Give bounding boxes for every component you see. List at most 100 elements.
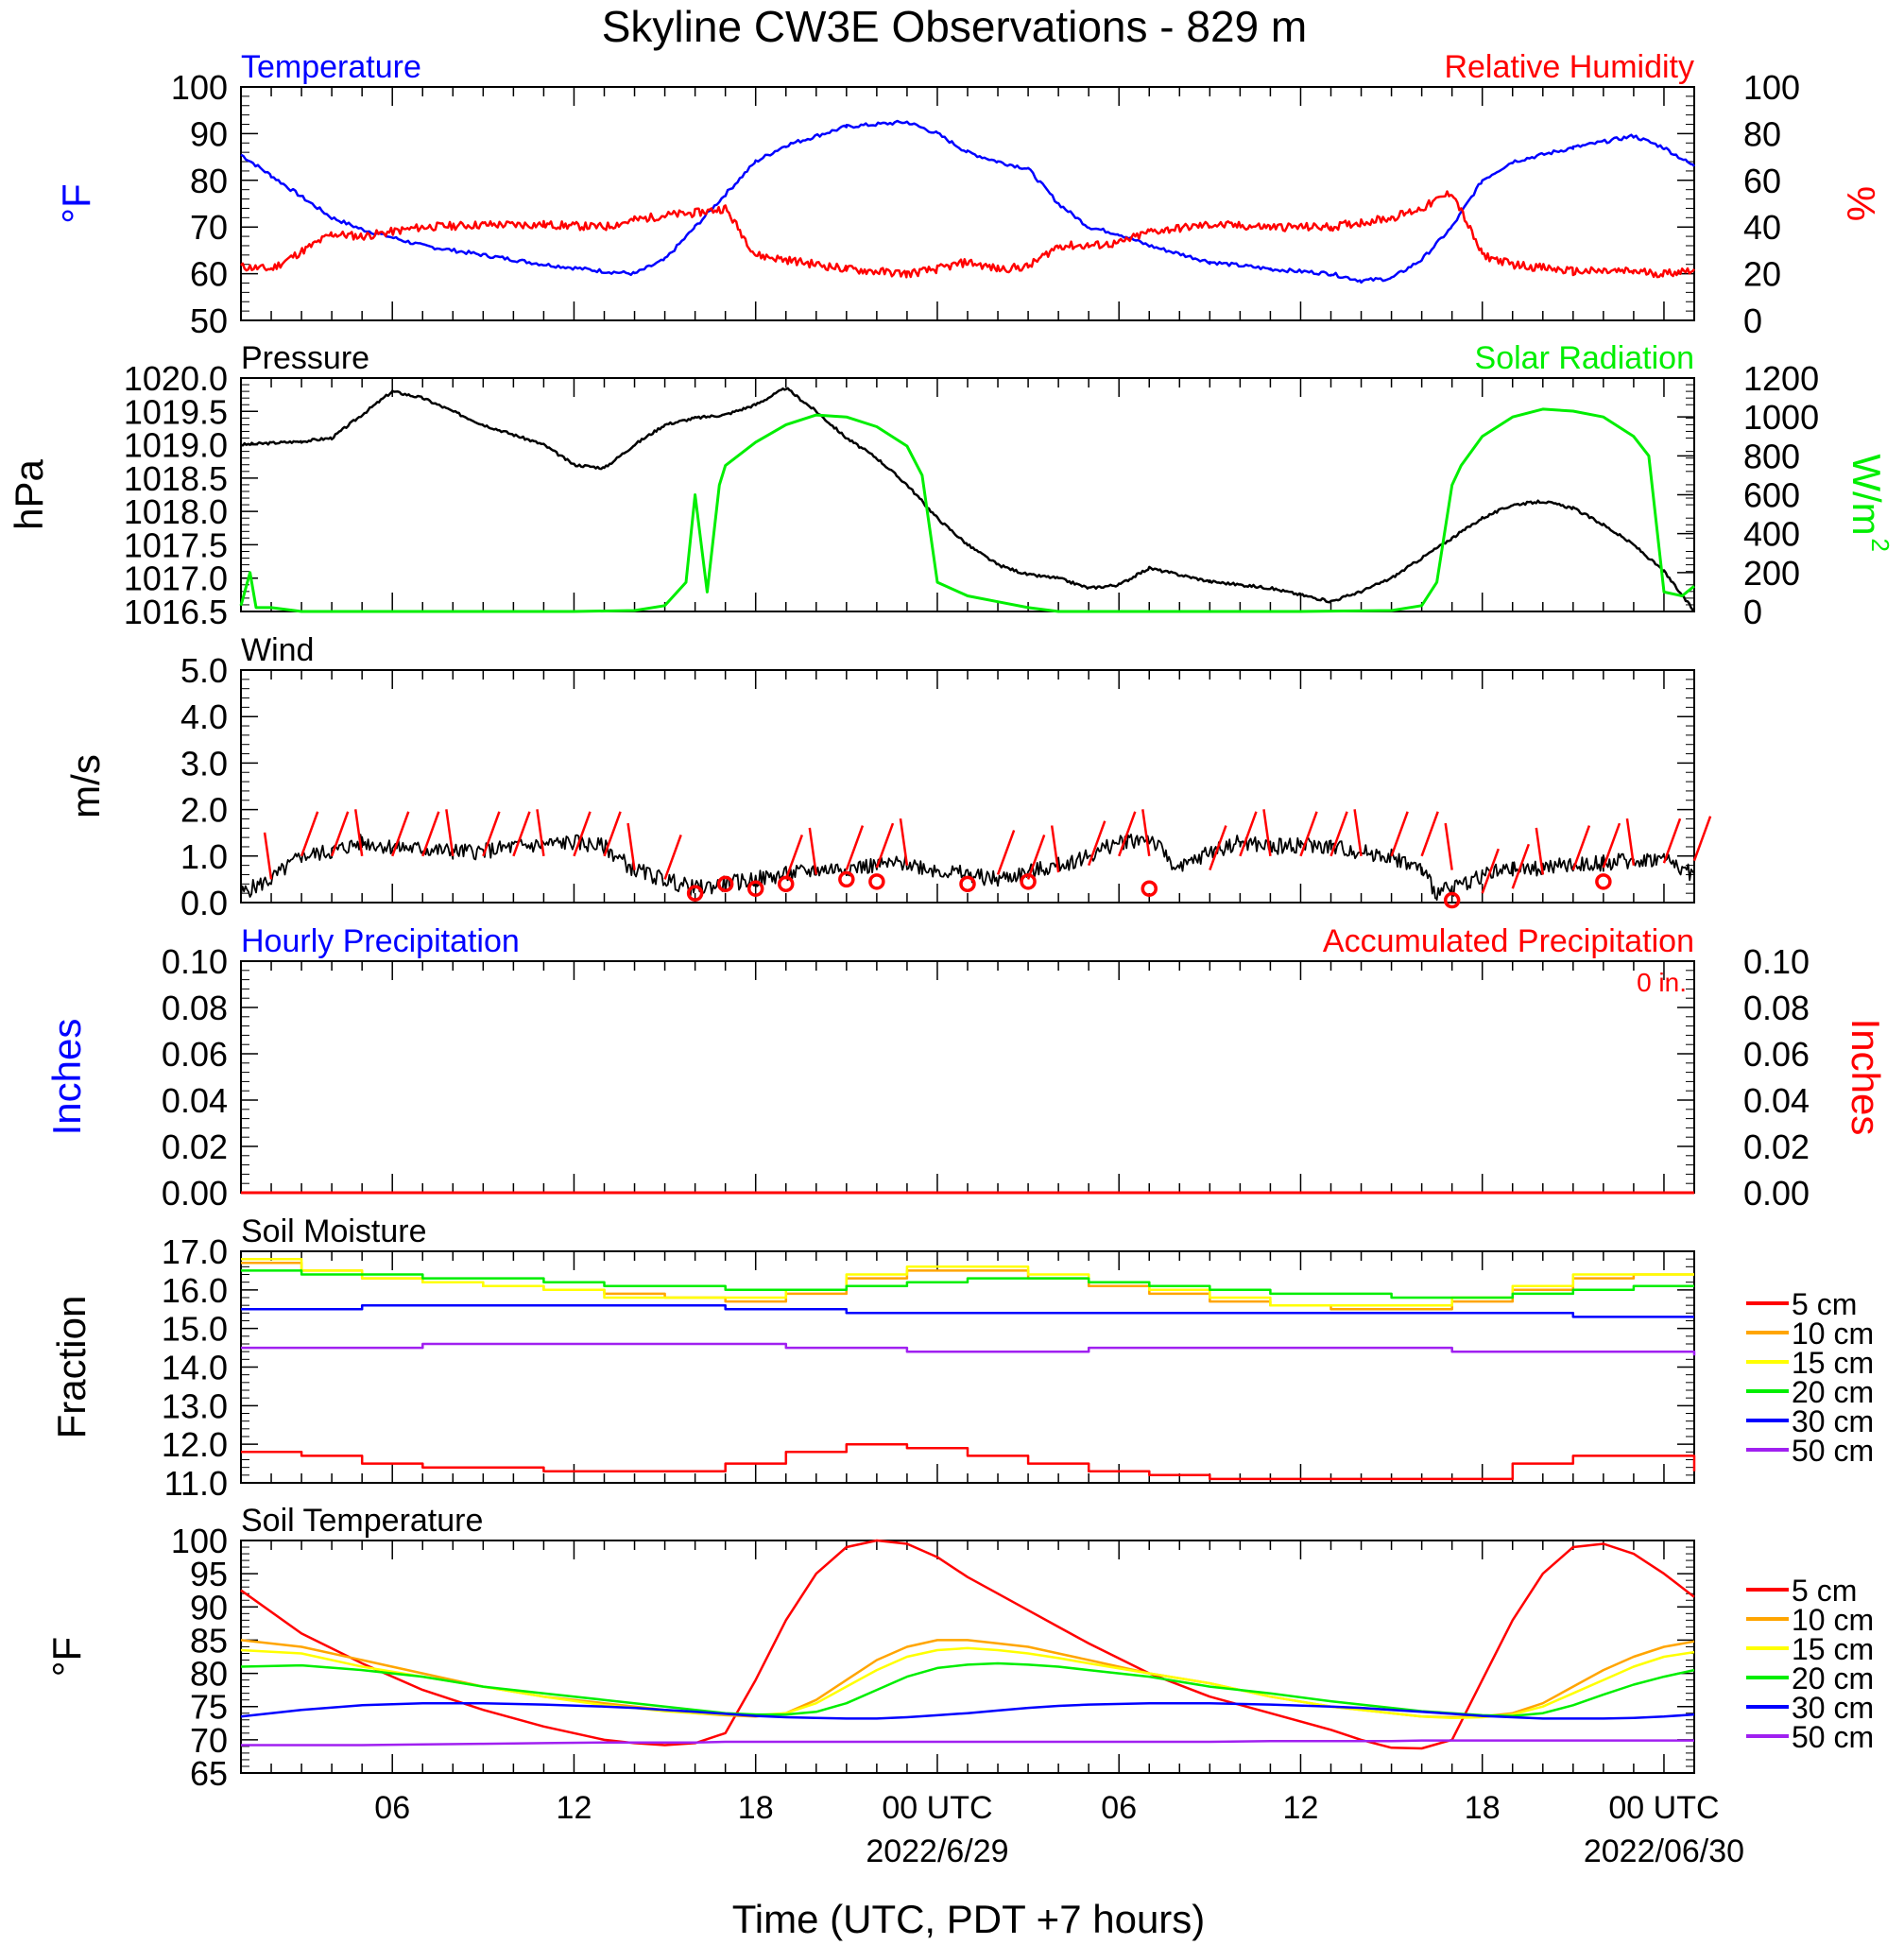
wind-barb <box>300 811 319 857</box>
soil-line-10cm <box>240 1639 1695 1719</box>
y-tick-label-right: 400 <box>1743 515 1800 554</box>
y-tick-label-left: 90 <box>190 114 228 153</box>
y-tick-label-left: 2.0 <box>180 791 228 830</box>
temperature-title: Temperature <box>241 49 421 85</box>
temperature-axis-label: °F <box>54 183 98 223</box>
y-tick-label-right: 200 <box>1743 554 1800 593</box>
wind-barb <box>1209 825 1227 870</box>
calm-circle <box>1020 873 1037 890</box>
x-tick-label: 06 <box>1101 1790 1137 1826</box>
soil-line-5cm <box>240 1539 1695 1750</box>
soil-line-20cm <box>241 1269 1694 1300</box>
rh-title: Relative Humidity <box>1444 49 1694 85</box>
soil-line-30cm <box>241 1303 1694 1318</box>
accum-precip-total: 0 in. <box>1637 968 1687 997</box>
wind-barb <box>996 830 1016 875</box>
soil-line-50cm <box>241 1342 1696 1356</box>
y-tick-label-left: 75 <box>190 1688 228 1727</box>
wind-barb <box>875 822 895 869</box>
chart-title: Skyline CW3E Observations - 829 m <box>602 2 1308 51</box>
wind-barb <box>1692 816 1712 862</box>
x-axis-label: Time (UTC, PDT +7 hours) <box>732 1897 1206 1941</box>
y-tick-label-right: 0.02 <box>1743 1127 1810 1166</box>
legend-label: 5 cm <box>1792 1574 1857 1608</box>
legend-label: 50 cm <box>1792 1720 1874 1754</box>
y-tick-label-left: 70 <box>190 1721 228 1760</box>
y-tick-label-left: 0.02 <box>162 1127 228 1166</box>
soil-temperature-axis-label: °F <box>44 1637 89 1677</box>
rh-line <box>240 190 1696 279</box>
solar-line <box>239 407 1695 613</box>
y-tick-label-right: 1200 <box>1743 359 1819 398</box>
wind-barb <box>899 818 909 866</box>
y-tick-label-left: 3.0 <box>180 744 228 783</box>
wind-barb <box>1535 827 1545 875</box>
wind-barb <box>1602 822 1621 869</box>
wind-barb <box>1141 809 1151 856</box>
wind-barb <box>391 811 410 857</box>
wind-barb <box>445 809 455 856</box>
solar-axis-label: W/m <box>1844 454 1889 535</box>
solar-axis-label-group: W/m 2 <box>1844 454 1895 552</box>
solar-axis-label-sup: 2 <box>1866 539 1895 552</box>
y-tick-label-left: 0.0 <box>180 884 228 922</box>
wind-barb <box>603 811 622 857</box>
legend-label: 20 cm <box>1792 1375 1874 1409</box>
wind-barb <box>1299 811 1318 857</box>
rh-axis-label: % <box>1839 186 1883 221</box>
accum-precip-title: Accumulated Precipitation <box>1323 923 1694 959</box>
hourly-precip-title: Hourly Precipitation <box>241 923 520 959</box>
y-tick-label-right: 40 <box>1743 208 1781 247</box>
wind-barb <box>1262 809 1272 856</box>
y-tick-label-left: 1.0 <box>180 837 228 876</box>
y-tick-label-left: 12.0 <box>162 1425 228 1464</box>
wind-barb <box>353 809 364 856</box>
wind-title: Wind <box>241 632 314 668</box>
calm-circle <box>746 880 764 897</box>
soil-line-15cm <box>241 1257 1694 1307</box>
y-tick-label-left: 60 <box>190 255 228 294</box>
y-tick-label-left: 70 <box>190 208 228 247</box>
soil-line-5cm <box>241 1442 1696 1481</box>
y-tick-label-left: 4.0 <box>180 697 228 736</box>
y-tick-label-right: 0 <box>1743 301 1762 340</box>
wind-barb <box>512 811 531 857</box>
y-tick-label-left: 65 <box>190 1754 228 1793</box>
solar-title: Solar Radiation <box>1475 340 1694 376</box>
y-tick-label-left: 85 <box>190 1621 228 1660</box>
soil-line-30cm <box>240 1701 1695 1720</box>
wind-barb <box>263 832 273 880</box>
y-tick-label-left: 100 <box>171 1522 228 1560</box>
y-tick-label-left: 16.0 <box>162 1271 228 1310</box>
y-tick-label-right: 0 <box>1743 593 1762 631</box>
x-tick-label: 18 <box>1465 1790 1501 1826</box>
y-tick-label-left: 100 <box>171 68 228 107</box>
y-tick-label-left: 95 <box>190 1555 228 1593</box>
wind-barb <box>1239 811 1258 857</box>
calm-circle <box>778 875 795 893</box>
y-tick-label-left: 80 <box>190 1655 228 1694</box>
wind-barb <box>421 811 440 857</box>
calm-circle <box>838 870 855 888</box>
y-tick-label-left: 1017.5 <box>124 525 228 564</box>
wind-axis-label: m/s <box>63 754 108 818</box>
hourly-precip-axis-label: Inches <box>44 1019 89 1136</box>
x-tick-label: 12 <box>1283 1790 1319 1826</box>
pressure-title: Pressure <box>241 340 369 376</box>
legend-label: 10 cm <box>1792 1603 1874 1637</box>
wind-barb <box>808 827 818 875</box>
wind-barb <box>1026 834 1046 880</box>
y-tick-label-right: 0.10 <box>1743 942 1810 981</box>
y-tick-label-left: 1020.0 <box>124 359 228 398</box>
calm-circle <box>959 875 976 893</box>
x-date-label: 2022/06/30 <box>1584 1833 1744 1869</box>
wind-barb <box>845 825 865 870</box>
y-tick-label-right: 0.00 <box>1743 1174 1810 1213</box>
x-tick-label: 12 <box>557 1790 592 1826</box>
calm-circle <box>1443 891 1461 909</box>
y-tick-label-left: 1019.0 <box>124 426 228 465</box>
wind-barb <box>784 834 804 880</box>
calm-circle <box>1595 873 1612 890</box>
x-tick-label: 18 <box>738 1790 774 1826</box>
calm-circle <box>868 873 885 890</box>
